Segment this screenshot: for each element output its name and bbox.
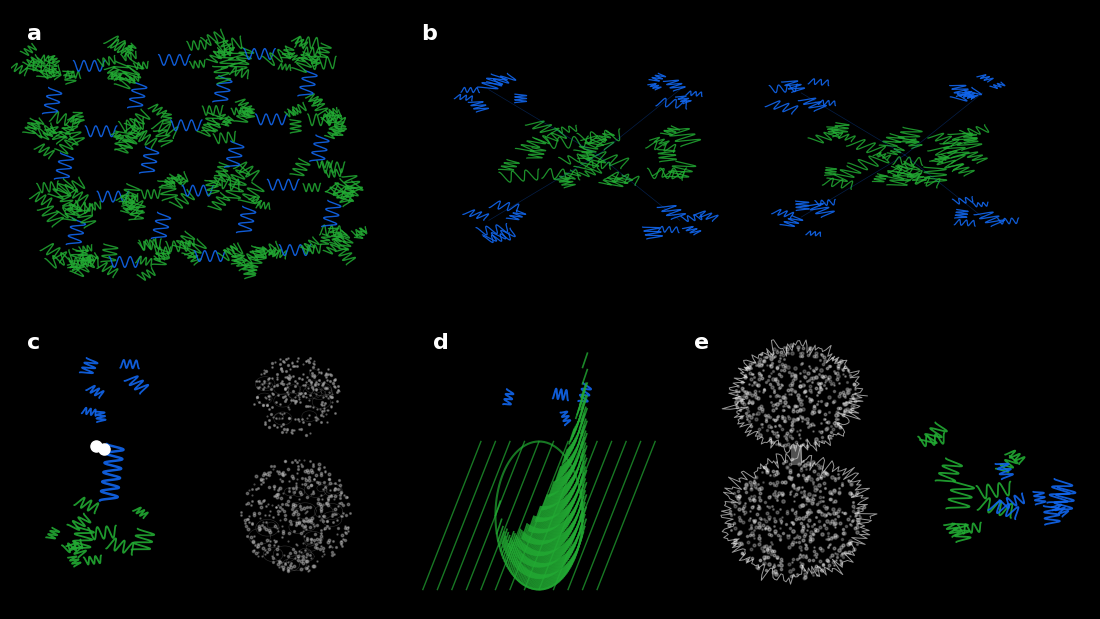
Text: b: b — [420, 24, 437, 45]
Text: d: d — [432, 333, 449, 353]
Text: a: a — [26, 24, 42, 45]
Text: c: c — [26, 333, 40, 353]
Text: e: e — [694, 333, 710, 353]
